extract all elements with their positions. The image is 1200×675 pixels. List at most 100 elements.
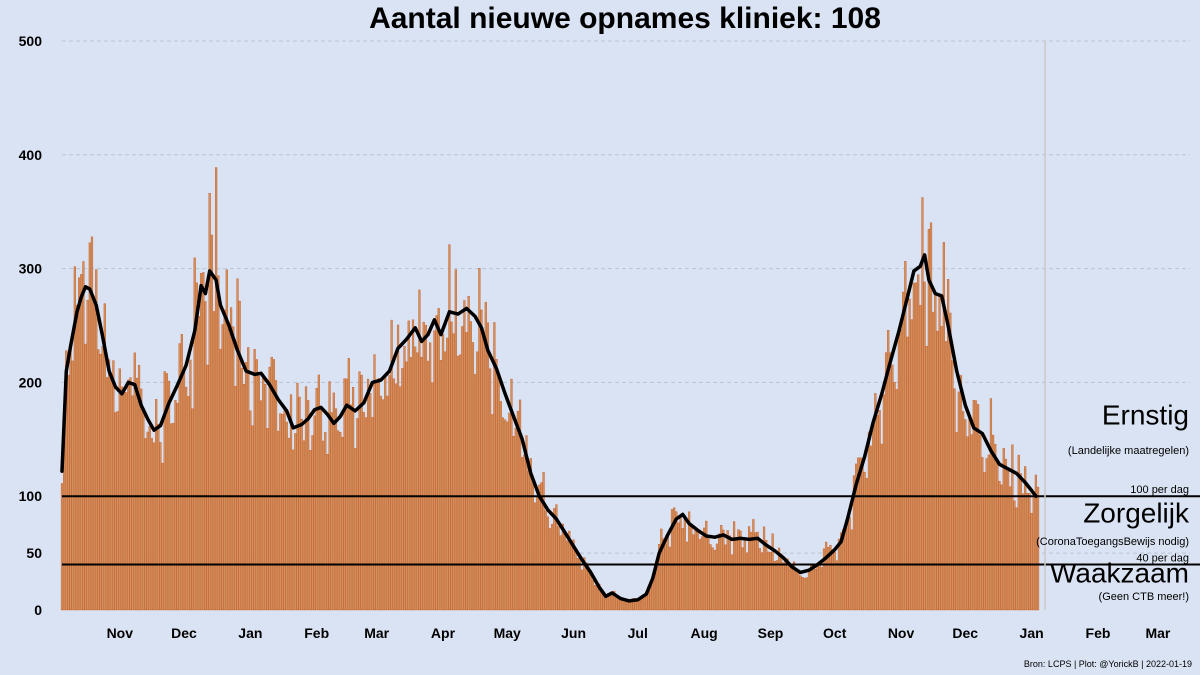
daily-bar — [925, 345, 928, 611]
daily-bar — [816, 564, 819, 611]
daily-bar — [429, 342, 432, 611]
daily-bar — [799, 575, 802, 611]
daily-bar — [362, 412, 365, 611]
daily-bar — [790, 568, 793, 611]
daily-bar — [765, 540, 768, 611]
daily-bar — [720, 525, 723, 611]
daily-bar — [814, 568, 817, 611]
daily-bar — [735, 539, 738, 611]
daily-bar — [726, 530, 729, 611]
daily-bar — [221, 324, 224, 611]
daily-bar — [159, 442, 162, 611]
daily-bar — [84, 343, 87, 611]
x-tick-label: Mar — [1145, 625, 1170, 641]
daily-bar — [619, 599, 622, 611]
daily-bar — [566, 540, 569, 611]
daily-bar — [253, 349, 256, 611]
daily-bar — [640, 597, 644, 611]
daily-bar — [688, 511, 691, 611]
daily-bar — [703, 527, 706, 611]
daily-bar — [782, 562, 785, 611]
daily-bar — [349, 404, 353, 611]
daily-bar — [694, 528, 697, 611]
daily-bar — [315, 387, 318, 611]
daily-bar — [377, 377, 380, 611]
daily-bar — [1011, 444, 1014, 611]
daily-bar — [437, 308, 440, 611]
daily-bar — [690, 524, 693, 611]
daily-bar — [150, 438, 153, 611]
daily-bar — [366, 378, 370, 611]
daily-bar — [488, 368, 492, 611]
daily-bar — [244, 362, 248, 611]
daily-bar — [681, 527, 684, 611]
daily-bar — [803, 577, 806, 611]
daily-bar — [707, 535, 710, 611]
daily-bar — [544, 510, 547, 611]
daily-bar — [114, 412, 117, 611]
daily-bar — [324, 432, 327, 611]
daily-bar — [1032, 496, 1035, 611]
daily-bar — [792, 561, 796, 611]
daily-bar — [964, 419, 967, 611]
daily-bar — [97, 349, 100, 611]
daily-bar — [120, 386, 124, 611]
daily-bar — [675, 511, 678, 611]
daily-bar — [880, 443, 883, 611]
daily-bar — [536, 496, 539, 611]
daily-bar — [533, 502, 537, 611]
daily-bar — [722, 529, 725, 611]
daily-bar — [557, 526, 560, 611]
daily-bar — [889, 352, 892, 611]
daily-bar — [835, 560, 838, 611]
daily-bar — [861, 458, 864, 611]
daily-bar — [131, 395, 134, 611]
daily-bar — [450, 321, 453, 611]
daily-bar — [236, 278, 239, 611]
daily-bar — [724, 544, 727, 611]
daily-bar — [283, 410, 286, 611]
daily-bar — [1019, 473, 1023, 611]
x-tick-label: Feb — [1086, 625, 1111, 641]
daily-bar — [270, 356, 273, 611]
daily-bar — [354, 448, 357, 611]
daily-bar — [140, 388, 143, 611]
daily-bar — [379, 395, 383, 611]
x-tick-label: Nov — [107, 625, 134, 641]
daily-bar — [527, 470, 530, 611]
daily-bar — [146, 431, 149, 611]
daily-bar — [837, 538, 841, 611]
daily-bar — [610, 595, 614, 611]
daily-bar — [384, 374, 387, 611]
daily-bar — [467, 296, 470, 611]
x-tick-label: Jun — [561, 625, 586, 641]
daily-bar — [747, 526, 751, 611]
daily-bar — [728, 535, 731, 611]
daily-bar — [762, 526, 766, 611]
daily-bar — [914, 282, 918, 611]
daily-bar — [411, 319, 415, 611]
daily-bar — [371, 417, 374, 611]
daily-bar — [200, 273, 203, 611]
daily-bar — [317, 374, 320, 611]
daily-bar — [313, 415, 316, 611]
daily-bar — [360, 374, 363, 611]
daily-bar — [144, 438, 147, 611]
daily-bar — [116, 411, 119, 611]
daily-bar — [298, 396, 301, 611]
daily-bar — [957, 391, 960, 611]
daily-bar — [559, 535, 562, 611]
daily-bar — [655, 566, 659, 611]
daily-bar — [947, 279, 950, 611]
daily-bar — [876, 415, 879, 611]
daily-bar — [426, 360, 430, 611]
daily-bar — [769, 552, 772, 611]
daily-bar — [439, 359, 442, 611]
daily-bar — [386, 395, 389, 611]
daily-bar — [341, 436, 344, 611]
daily-bar — [99, 353, 102, 611]
daily-bar — [788, 563, 791, 611]
daily-bar — [996, 458, 999, 611]
daily-bar — [786, 558, 789, 611]
daily-bar — [495, 358, 498, 611]
